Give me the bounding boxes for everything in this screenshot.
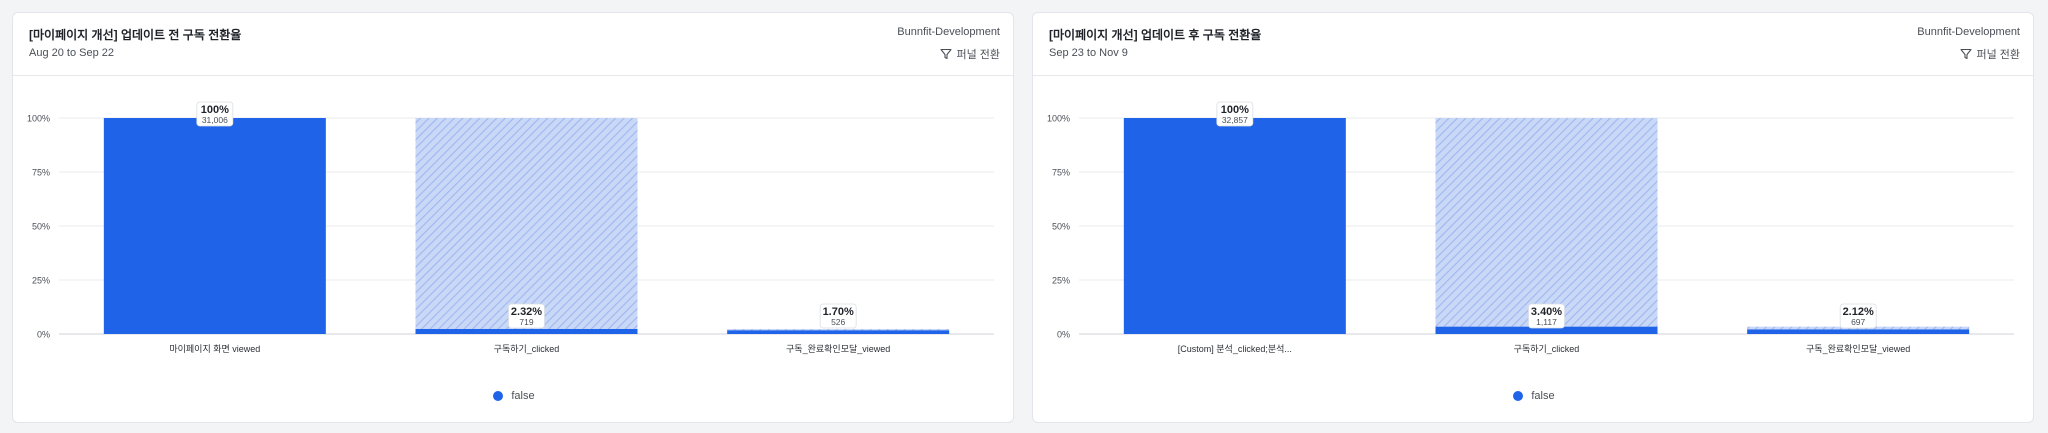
count-label: 31,006 xyxy=(202,115,228,125)
percent-label: 2.32% xyxy=(511,306,542,318)
x-category-label: 구독_완료확인모달_viewed xyxy=(786,343,890,354)
bar-chart-svg: 0%25%50%75%100%100%32,857[Custom] 분석_cli… xyxy=(1047,101,2014,354)
funnel-bar-group: 100%32,857 xyxy=(1123,101,1346,334)
count-label: 32,857 xyxy=(1222,115,1248,125)
percent-label: 2.12% xyxy=(1843,306,1874,318)
conversion-bar xyxy=(103,118,326,334)
x-category-label: 마이페이지 화면 viewed xyxy=(169,344,260,354)
legend-label: false xyxy=(1531,390,1555,402)
legend-swatch xyxy=(493,391,504,401)
funnel-bar-group: 100%31,006 xyxy=(103,101,326,334)
y-tick-label: 50% xyxy=(32,222,50,232)
count-label: 526 xyxy=(831,317,845,327)
count-label: 697 xyxy=(1851,317,1865,327)
funnel-bar-group: 1.70%526 xyxy=(727,303,950,334)
y-tick-label: 0% xyxy=(1057,330,1070,340)
funnel-chart: 0% 25% 50% 75% 100% 100% 32,857 [Custom] 분석_cli… xyxy=(1033,75,2033,422)
y-tick-label: 50% xyxy=(1052,222,1070,232)
funnel-card-after: [마이페이지 개선] 업데이트 후 구독 전환율 Sep 23 to Nov 9… xyxy=(1032,12,2034,423)
value-label-box xyxy=(819,303,857,329)
y-tick-label: 25% xyxy=(32,276,50,286)
funnel-card-before: [마이페이지 개선] 업데이트 전 구독 전환율 Aug 20 to Sep 2… xyxy=(12,12,1014,423)
value-label-box xyxy=(196,101,234,127)
project-name: Bunnfit-Development xyxy=(897,26,1000,38)
conversion-bar xyxy=(415,328,638,334)
y-tick-label: 100% xyxy=(27,114,50,124)
legend-swatch xyxy=(1513,391,1524,401)
dropoff-bar xyxy=(415,118,638,329)
value-label-box xyxy=(508,303,545,329)
dropoff-bar xyxy=(727,328,950,331)
count-label: 719 xyxy=(519,317,533,327)
date-range: Aug 20 to Sep 22 xyxy=(29,47,115,59)
chart-legend[interactable]: false xyxy=(1033,390,2033,402)
funnel-label: 퍼널 전환 xyxy=(956,49,1000,61)
y-tick-label: 75% xyxy=(32,168,50,178)
percent-label: 100% xyxy=(201,104,229,116)
conversion-bar xyxy=(1435,326,1658,334)
x-category-label: 구독하기_clicked xyxy=(1514,344,1580,354)
chart-title[interactable]: [마이페이지 개선] 업데이트 전 구독 전환율 xyxy=(29,28,242,42)
funnel-label: 퍼널 전환 xyxy=(1976,49,2020,61)
percent-label: 100% xyxy=(1221,104,1249,116)
y-tick-label: 0% xyxy=(37,330,50,340)
conversion-bar xyxy=(727,330,950,334)
funnel-conversion-toggle[interactable]: 퍼널 전환 xyxy=(1960,46,2020,62)
conversion-bar xyxy=(1747,329,1970,334)
y-tick-label: 100% xyxy=(1047,114,1070,124)
x-category-label: 구독하기_clicked xyxy=(494,344,560,354)
x-category-label: 구독_완료확인모달_viewed xyxy=(1806,343,1910,354)
value-label-box xyxy=(1216,101,1254,127)
funnel-chart: 0% 25% 50% 75% 100% 100% 31,006 마이페이지 화면 viewed… xyxy=(13,75,1013,422)
legend-label: false xyxy=(511,390,535,402)
conversion-bar xyxy=(1123,118,1346,334)
funnel-bar-group: 3.40%1,117 xyxy=(1435,118,1658,334)
funnel-icon xyxy=(1960,48,1973,60)
card-header: [마이페이지 개선] 업데이트 전 구독 전환율 Aug 20 to Sep 2… xyxy=(13,13,1013,76)
value-label-box xyxy=(1839,303,1877,329)
chart-title[interactable]: [마이페이지 개선] 업데이트 후 구독 전환율 xyxy=(1049,28,1262,42)
funnel-conversion-toggle[interactable]: 퍼널 전환 xyxy=(940,46,1000,62)
count-label: 1,117 xyxy=(1536,317,1557,327)
chart-legend[interactable]: false xyxy=(13,390,1013,402)
card-header: [마이페이지 개선] 업데이트 후 구독 전환율 Sep 23 to Nov 9… xyxy=(1033,13,2033,76)
x-category-label: [Custom] 분석_clicked;분석... xyxy=(1178,344,1292,354)
funnel-bar-group: 2.32%719 xyxy=(415,118,638,334)
y-tick-label: 25% xyxy=(1052,276,1070,286)
percent-label: 1.70% xyxy=(823,306,854,318)
value-label-box xyxy=(1528,303,1565,329)
percent-label: 3.40% xyxy=(1531,306,1562,318)
funnel-bar-group: 2.12%697 xyxy=(1747,303,1970,334)
date-range: Sep 23 to Nov 9 xyxy=(1049,47,1128,59)
funnel-icon xyxy=(940,48,953,60)
y-tick-label: 75% xyxy=(1052,168,1070,178)
project-name: Bunnfit-Development xyxy=(1917,26,2020,38)
dropoff-bar xyxy=(1435,118,1658,327)
